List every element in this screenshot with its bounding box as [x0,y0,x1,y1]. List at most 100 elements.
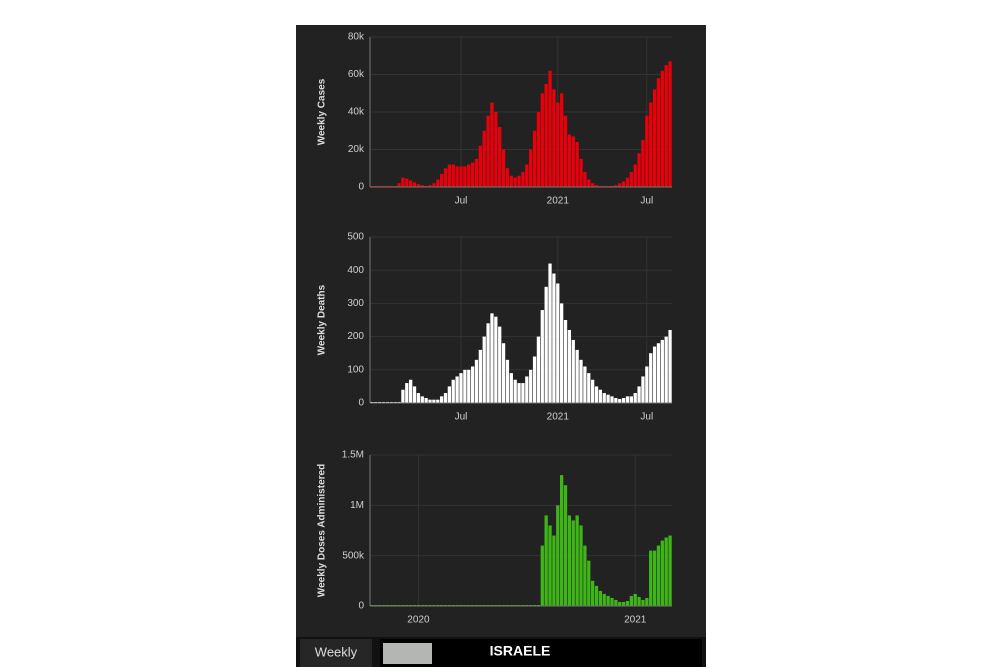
bar [428,399,432,403]
bar [436,399,440,403]
bar [482,336,486,403]
bar [645,366,649,403]
bar [486,323,490,403]
bar [420,396,424,403]
y-tick-label: 1M [350,500,364,511]
bar [420,185,424,187]
bar [625,177,630,187]
bar [594,185,599,187]
country-swatch [383,643,432,664]
bar [525,164,529,187]
bar [467,164,471,187]
bar [482,130,486,187]
x-tick-label: 2021 [624,615,647,626]
tab-label[interactable]: Weekly [315,644,358,659]
bar [412,386,417,403]
bar [532,356,537,403]
bar [443,168,448,187]
bar [621,601,626,606]
bar [652,550,657,606]
x-tick-label: 2020 [407,615,430,626]
bar [660,70,664,187]
country-bar [380,639,702,667]
bar [494,112,498,187]
bar [614,185,618,187]
bar [641,376,645,403]
x-tick-label: Jul [640,196,653,207]
bar [451,379,455,403]
bar [645,115,649,187]
bar [571,339,575,403]
bar [467,369,471,403]
bar [509,373,513,403]
bar [575,515,579,606]
bar [625,396,630,403]
y-tick-label: 400 [347,265,364,276]
bar [459,373,463,403]
bar [498,326,502,403]
x-tick-label: 2021 [547,196,570,207]
bar [606,394,610,403]
bar [656,78,661,187]
bar [664,537,668,606]
bar [629,172,633,187]
bar [544,515,548,606]
bar [649,102,653,187]
bar [660,540,664,606]
bar [540,310,544,403]
bar [590,580,595,606]
bar [416,184,421,187]
bar [405,383,409,403]
bar [532,130,537,187]
bar [447,164,452,187]
bar [513,379,517,403]
y-axis-label: Weekly Doses Administered [317,464,328,597]
bar [401,389,405,403]
bar [637,596,641,606]
bar [618,183,622,187]
bar [439,396,444,403]
bar [560,475,564,606]
bar [552,535,556,606]
x-tick-label: 2021 [547,412,570,423]
bar [567,134,572,187]
y-tick-label: 80k [348,32,365,43]
tab[interactable] [300,639,372,667]
bar [521,172,525,187]
bar [571,136,575,187]
bar [590,183,595,187]
bar [641,599,645,606]
y-tick-label: 500k [342,550,365,561]
bar [498,127,502,187]
bar [556,283,560,403]
bar [668,535,672,606]
bar [579,525,583,606]
bar [656,545,661,606]
bar [621,398,626,403]
bar [575,349,579,403]
bar [610,396,614,403]
bar [470,162,475,187]
bar [583,172,587,187]
bar [590,379,595,403]
bar [494,316,498,403]
bar [463,369,467,403]
x-tick-label: Jul [455,196,468,207]
bar [598,389,603,403]
bar [594,585,599,606]
bar [649,550,653,606]
bar [455,166,459,187]
bar [602,393,606,403]
bar [536,336,541,403]
bar [525,376,529,403]
y-tick-label: 300 [347,298,364,309]
bar [409,379,413,403]
bar [633,593,637,606]
bar [548,263,552,403]
bar [517,175,521,187]
bar [621,181,626,187]
bar [614,398,618,403]
bar [432,399,436,403]
